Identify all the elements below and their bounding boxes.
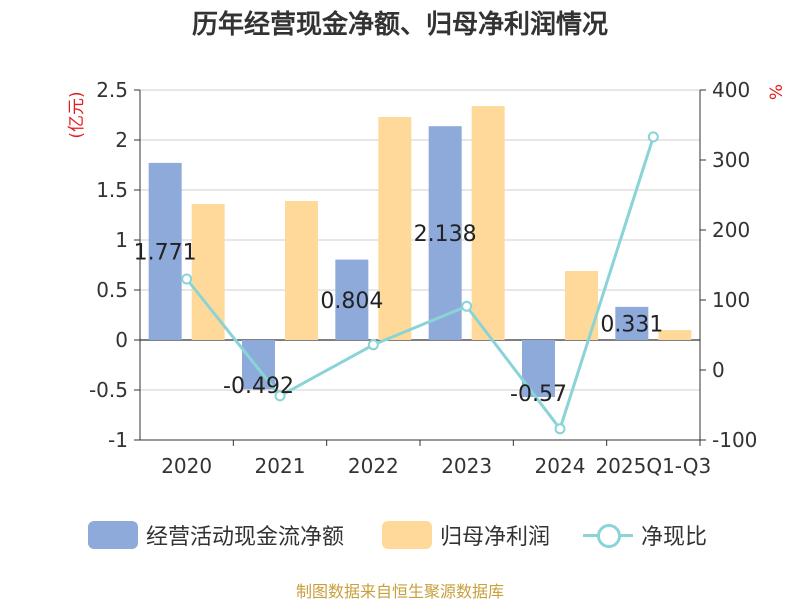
y-right-tick-label: 300 bbox=[712, 148, 750, 172]
data-label-operating-cash-flow: 1.771 bbox=[134, 240, 197, 265]
x-tick-label: 2025Q1-Q3 bbox=[595, 454, 711, 478]
y-left-tick-label: 1 bbox=[115, 228, 128, 252]
point-cash-ratio bbox=[647, 131, 659, 143]
x-tick-label: 2024 bbox=[535, 454, 586, 478]
y-left-tick-label: 0.5 bbox=[96, 278, 128, 302]
y-right-tick-label: 400 bbox=[712, 78, 750, 102]
point-cash-ratio bbox=[461, 300, 473, 312]
legend-label-cash-ratio: 净现比 bbox=[641, 525, 708, 550]
legend-item-cash-ratio[interactable]: 净现比 bbox=[583, 518, 707, 552]
y-left-tick-label: 2.5 bbox=[96, 78, 128, 102]
bar-operating-cash-flow bbox=[148, 162, 182, 340]
legend-item-operating-cash-flow[interactable]: 经营活动现金流净额 bbox=[88, 518, 344, 552]
point-cash-ratio bbox=[554, 423, 566, 435]
legend-label-net-profit: 归母净利润 bbox=[440, 525, 551, 550]
data-label-operating-cash-flow: 0.331 bbox=[600, 312, 663, 337]
bar-operating-cash-flow bbox=[335, 259, 369, 340]
data-label-operating-cash-flow: -0.492 bbox=[223, 374, 294, 399]
y-right-tick-label: 200 bbox=[712, 218, 750, 242]
data-label-operating-cash-flow: -0.57 bbox=[510, 382, 567, 407]
x-tick-label: 2021 bbox=[255, 454, 306, 478]
data-label-operating-cash-flow: 2.138 bbox=[414, 222, 477, 247]
legend-swatch-cash-ratio bbox=[583, 521, 633, 549]
point-cash-ratio bbox=[274, 390, 286, 402]
bar-net-profit bbox=[378, 117, 412, 340]
y-right-axis-label: % bbox=[767, 84, 787, 100]
data-label-operating-cash-flow: 0.804 bbox=[320, 289, 383, 314]
bar-net-profit bbox=[471, 106, 505, 340]
point-cash-ratio bbox=[367, 339, 379, 351]
y-right-tick-label: 0 bbox=[712, 358, 725, 382]
y-left-axis-label: (亿元) bbox=[67, 91, 87, 138]
y-left-tick-label: -0.5 bbox=[89, 378, 128, 402]
point-cash-ratio bbox=[181, 273, 193, 285]
y-right-tick-label: 100 bbox=[712, 288, 750, 312]
legend-swatch-net-profit bbox=[382, 521, 432, 549]
chart-title: 历年经营现金净额、归母净利润情况 bbox=[191, 10, 608, 40]
y-left-tick-label: -1 bbox=[108, 428, 128, 452]
line-cash-ratio bbox=[185, 136, 655, 432]
source-note: 制图数据来自恒生聚源数据库 bbox=[295, 582, 504, 601]
y-right-tick-label: -100 bbox=[712, 428, 757, 452]
legend-item-net-profit[interactable]: 归母净利润 bbox=[382, 518, 550, 552]
y-left-tick-label: 2 bbox=[115, 128, 128, 152]
bar-operating-cash-flow bbox=[428, 126, 462, 340]
x-tick-label: 2022 bbox=[348, 454, 399, 478]
x-tick-label: 2020 bbox=[161, 454, 212, 478]
legend: 经营活动现金流净额 归母净利润 净现比 bbox=[0, 518, 800, 552]
bar-net-profit bbox=[658, 330, 692, 340]
y-left-tick-label: 1.5 bbox=[96, 178, 128, 202]
y-left-tick-label: 0 bbox=[115, 328, 128, 352]
legend-label-operating-cash-flow: 经营活动现金流净额 bbox=[146, 525, 345, 550]
legend-swatch-operating-cash-flow bbox=[88, 521, 138, 549]
x-tick-label: 2023 bbox=[441, 454, 492, 478]
bar-operating-cash-flow bbox=[615, 306, 649, 340]
bar-net-profit bbox=[285, 201, 318, 340]
